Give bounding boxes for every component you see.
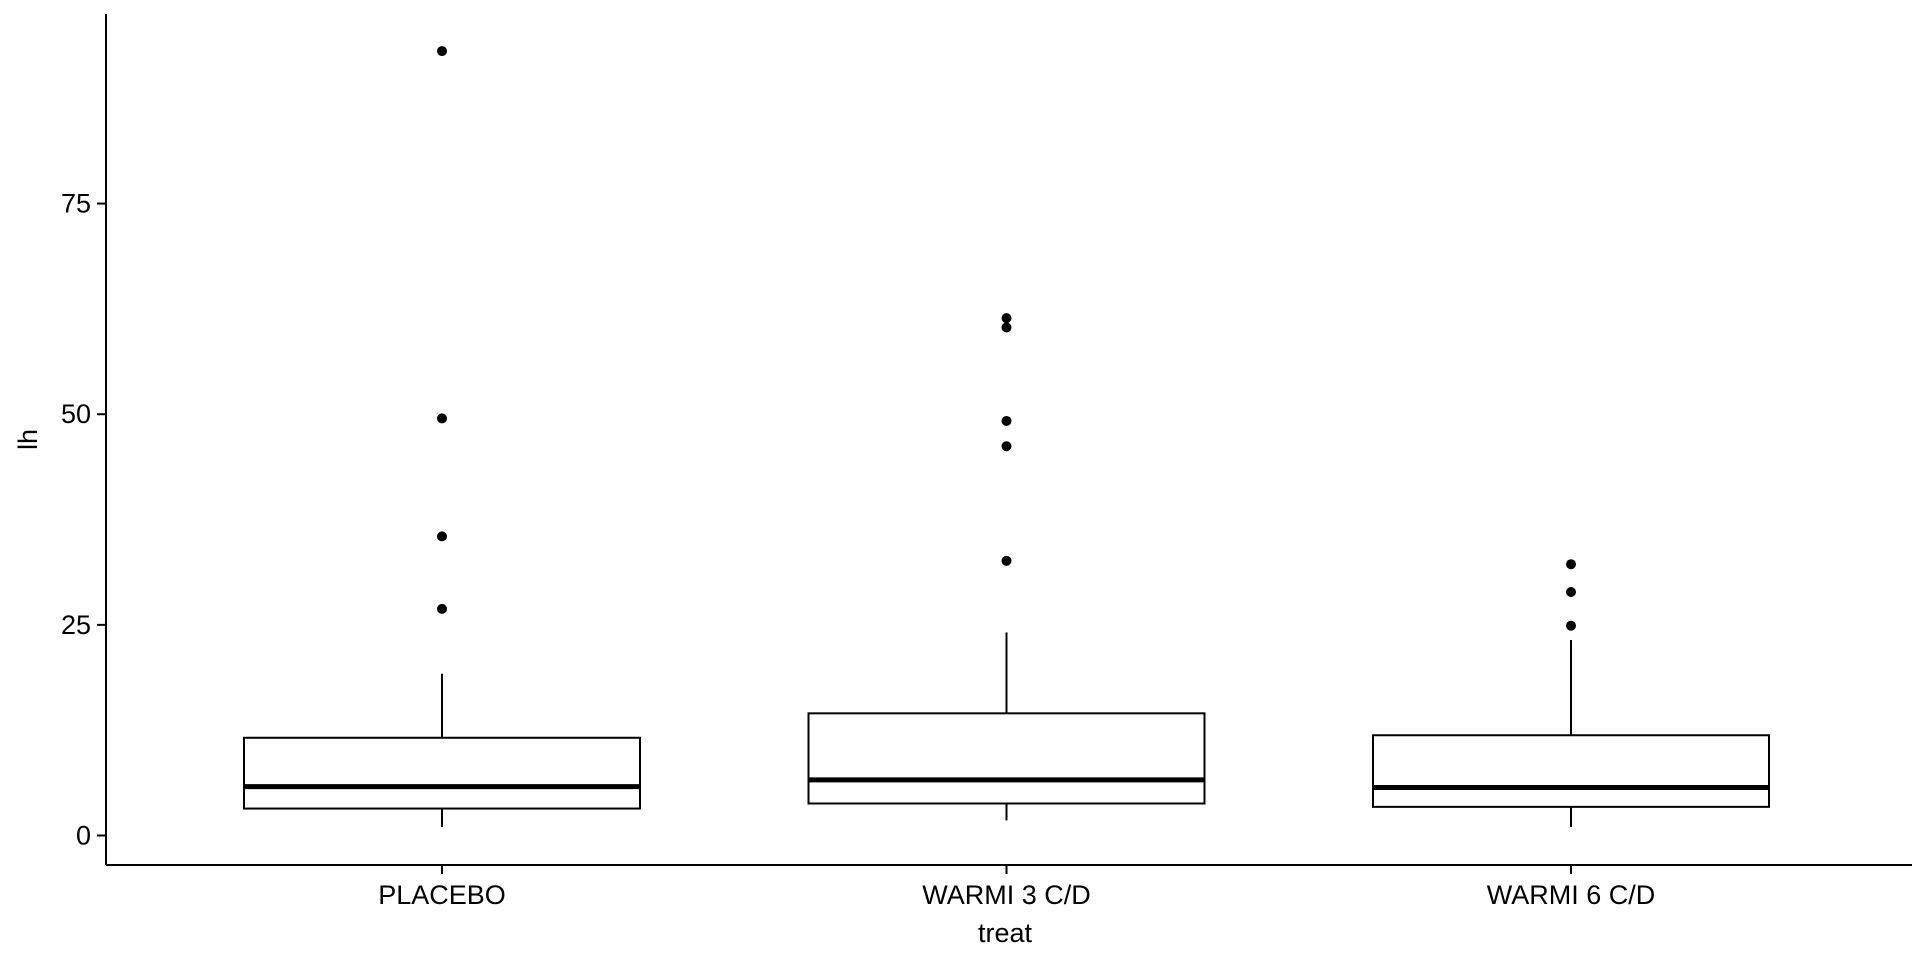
- outlier-point: [1001, 313, 1012, 324]
- y-axis: 0 25 50 75: [61, 14, 107, 865]
- y-axis-title: lh: [13, 429, 43, 450]
- plot-area: [243, 46, 1770, 828]
- y-tick-label: 50: [61, 399, 91, 429]
- y-tick-label: 25: [61, 610, 91, 640]
- box-group-warmi-3-c-d: [807, 313, 1206, 821]
- outlier-point: [1001, 555, 1012, 566]
- outlier-point: [437, 603, 447, 614]
- outlier-point: [1566, 559, 1576, 570]
- outlier-point: [1566, 620, 1576, 631]
- y-tick-label: 75: [61, 189, 91, 219]
- outlier-point: [437, 46, 447, 57]
- box-group-placebo: [243, 46, 641, 828]
- y-tick-label: 0: [76, 821, 91, 851]
- box-group-warmi-6-c-d: [1372, 559, 1770, 828]
- outlier-point: [437, 413, 447, 424]
- x-tick-label: WARMI 3 C/D: [922, 880, 1091, 910]
- x-axis: PLACEBO WARMI 3 C/D WARMI 6 C/D: [106, 864, 1912, 910]
- outlier-point: [1001, 441, 1012, 452]
- outlier-point: [1001, 322, 1012, 333]
- outlier-point: [1566, 587, 1576, 598]
- x-axis-title: treat: [978, 918, 1033, 948]
- outlier-point: [437, 531, 447, 542]
- iqr-box: [807, 712, 1206, 805]
- x-tick-label: WARMI 6 C/D: [1487, 880, 1656, 910]
- outlier-point: [1001, 415, 1012, 426]
- iqr-box: [1372, 734, 1770, 808]
- iqr-box: [243, 736, 641, 810]
- x-tick-label: PLACEBO: [378, 880, 506, 910]
